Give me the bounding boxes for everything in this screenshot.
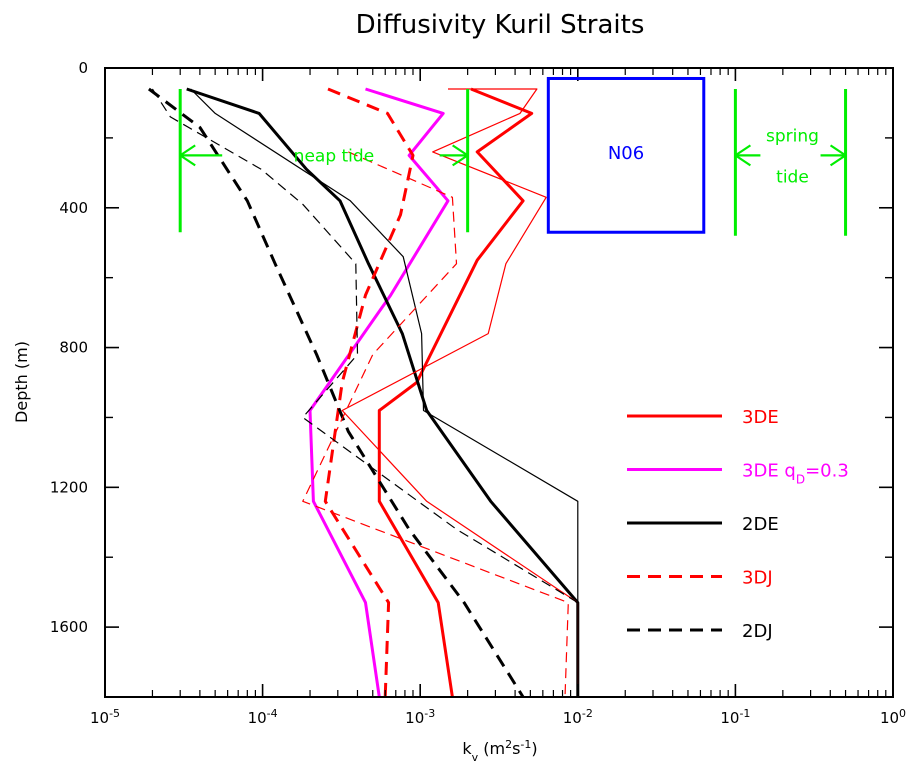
annotations: neap tide spring tide N06	[178, 76, 848, 236]
arrow-head	[452, 144, 469, 157]
series-line-2dj	[147, 87, 525, 697]
series-line-2de	[186, 87, 580, 697]
plot-frame	[104, 67, 894, 698]
legend: 3DE 3DE qD=0.3 2DE 3DJ 2DJ	[627, 407, 849, 642]
arrow-head	[179, 144, 196, 157]
series-line-3de-thin	[341, 88, 579, 697]
y-axis: 0 400 800 1200 1600	[50, 59, 893, 636]
y-tick-label: 1200	[50, 478, 88, 496]
y-tick-label: 800	[59, 339, 88, 357]
series-line-2dj-thin	[151, 88, 579, 604]
arrow-head	[452, 154, 469, 167]
arrow-head	[734, 144, 752, 157]
x-tick-label: 10-1	[720, 707, 750, 728]
n06-box	[546, 76, 706, 234]
spring-tide-label: spring	[766, 126, 819, 146]
n06-label: N06	[608, 143, 644, 164]
plot-area	[147, 87, 580, 697]
x-tick-label: 10-4	[248, 707, 278, 728]
legend-label: 3DE	[742, 407, 779, 428]
neap-tide-label: neap tide	[294, 146, 374, 166]
legend-label: 2DJ	[742, 621, 773, 642]
x-tick-label: 10-5	[90, 707, 120, 728]
x-tick-label: 10-2	[563, 707, 593, 728]
spring-tide-label-line2: tide	[776, 167, 809, 187]
y-tick-label: 400	[59, 199, 88, 217]
series-line-3dj	[323, 87, 415, 697]
chart-title: Diffusivity Kuril Straits	[356, 10, 645, 40]
series-line-3de-q-d-0-3	[308, 87, 450, 697]
y-axis-label: Depth (m)	[12, 341, 31, 423]
arrow-head	[829, 154, 847, 167]
legend-label: 3DJ	[742, 568, 773, 589]
legend-label: 3DE qD=0.3	[742, 461, 849, 487]
x-tick-label: 10-3	[405, 707, 435, 728]
x-tick-label: 100	[880, 707, 906, 728]
y-tick-label: 1600	[50, 618, 88, 636]
series-line-2de-thin	[190, 88, 579, 697]
arrow-head	[179, 154, 196, 167]
x-axis: 10-5 10-4 10-3 10-2 10-1 100	[90, 68, 906, 727]
arrow-head	[829, 144, 847, 157]
x-axis-label: kv (m2s-1)	[462, 738, 537, 764]
legend-label: 2DE	[742, 514, 779, 535]
series-line-3dj-thin	[302, 151, 569, 697]
arrow-head	[734, 154, 752, 167]
series-line-3de	[377, 87, 534, 697]
y-tick-label: 0	[78, 59, 88, 77]
